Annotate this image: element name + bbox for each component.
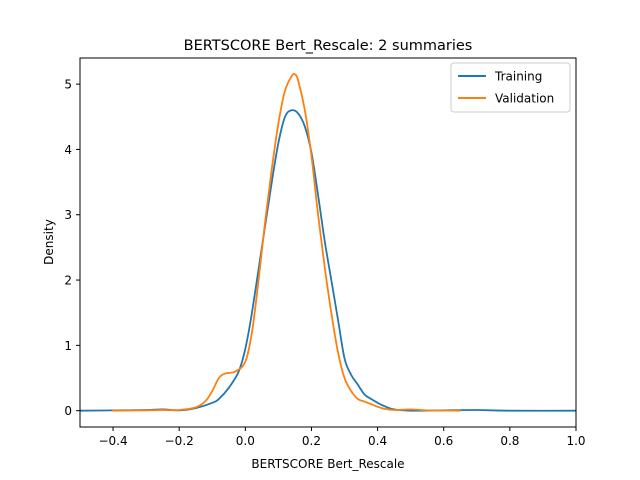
y-tick-label: 0 bbox=[64, 404, 72, 418]
x-tick-label: −0.4 bbox=[98, 434, 127, 448]
y-tick-label: 3 bbox=[64, 208, 72, 222]
legend-label-validation: Validation bbox=[495, 92, 554, 106]
y-axis: 0 1 2 3 4 5 bbox=[64, 78, 80, 418]
x-tick-label: 0.8 bbox=[500, 434, 519, 448]
x-tick-label: −0.2 bbox=[165, 434, 194, 448]
legend-label-training: Training bbox=[494, 70, 542, 84]
x-tick-label: 1.0 bbox=[566, 434, 585, 448]
x-axis: −0.4 −0.2 0.0 0.2 0.4 0.6 0.8 1.0 bbox=[98, 427, 586, 448]
y-tick-label: 5 bbox=[64, 78, 72, 92]
series-line-validation bbox=[112, 73, 462, 412]
y-axis-label: Density bbox=[42, 219, 56, 265]
y-tick-label: 2 bbox=[64, 274, 72, 288]
x-tick-label: 0.2 bbox=[302, 434, 321, 448]
plot-frame bbox=[79, 57, 577, 428]
chart-title: BERTSCORE Bert_Rescale: 2 summaries bbox=[184, 38, 473, 54]
x-tick-label: 0.4 bbox=[368, 434, 387, 448]
x-axis-label: BERTSCORE Bert_Rescale bbox=[251, 457, 404, 471]
legend: Training Validation bbox=[450, 62, 571, 113]
y-tick-label: 1 bbox=[64, 339, 72, 353]
x-tick-label: 0.0 bbox=[236, 434, 255, 448]
y-tick-label: 4 bbox=[64, 143, 72, 157]
series-line-training bbox=[80, 109, 576, 412]
x-tick-label: 0.6 bbox=[434, 434, 453, 448]
series-lines bbox=[80, 73, 576, 412]
